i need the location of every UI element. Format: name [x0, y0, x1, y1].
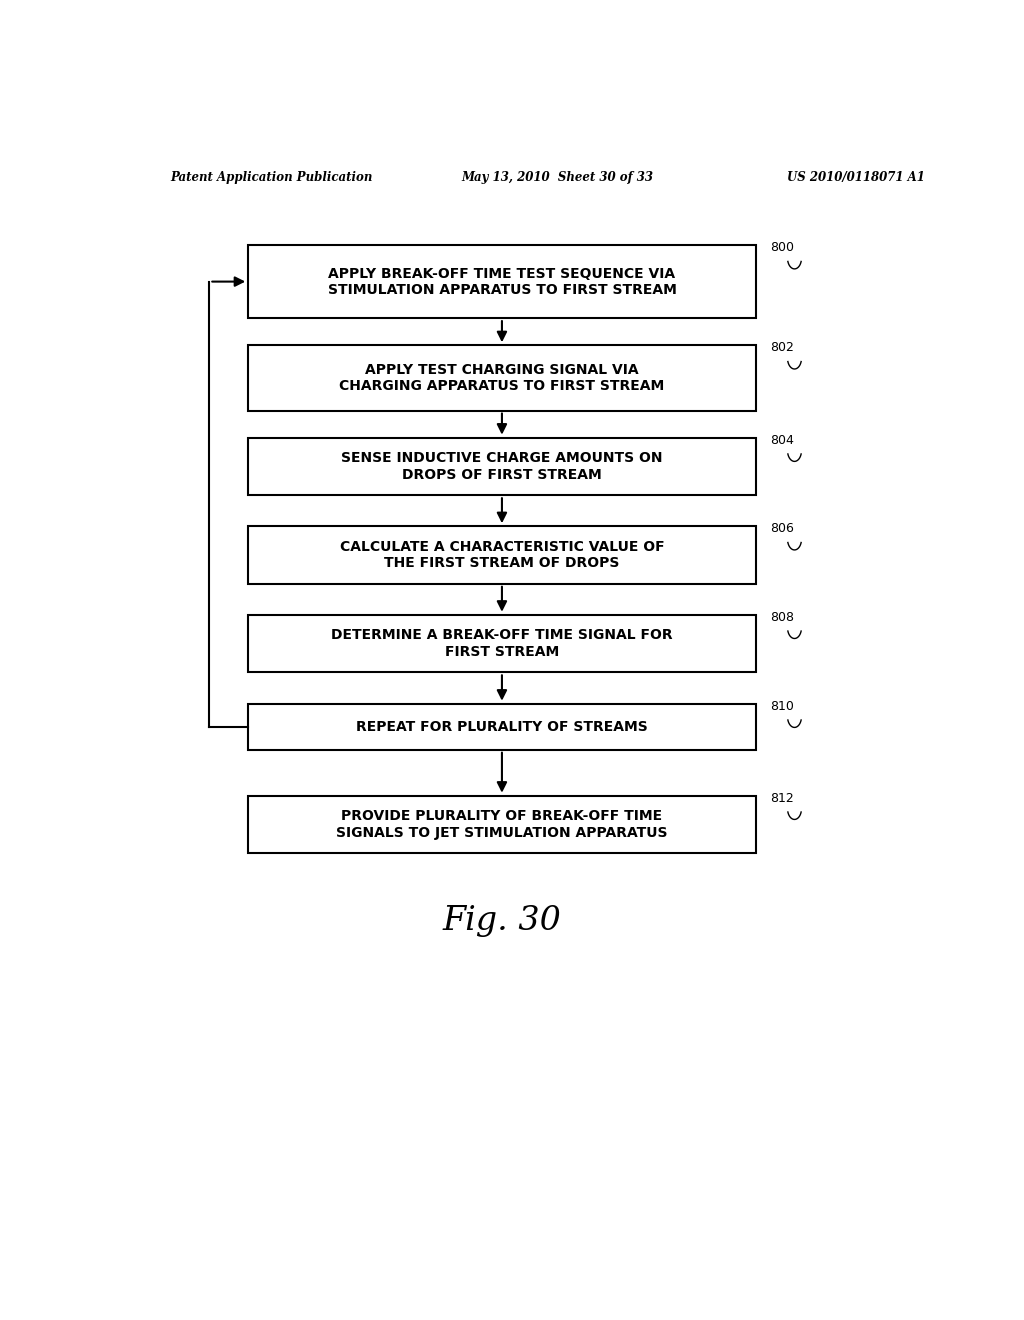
Text: 806: 806 [770, 523, 794, 535]
Text: 804: 804 [770, 434, 794, 446]
FancyBboxPatch shape [248, 246, 756, 318]
Text: DETERMINE A BREAK-OFF TIME SIGNAL FOR
FIRST STREAM: DETERMINE A BREAK-OFF TIME SIGNAL FOR FI… [331, 628, 673, 659]
Text: 812: 812 [770, 792, 794, 805]
FancyBboxPatch shape [248, 796, 756, 853]
Text: 808: 808 [770, 611, 794, 624]
Text: 800: 800 [770, 242, 794, 255]
Text: Fig. 30: Fig. 30 [442, 904, 561, 937]
Text: APPLY BREAK-OFF TIME TEST SEQUENCE VIA
STIMULATION APPARATUS TO FIRST STREAM: APPLY BREAK-OFF TIME TEST SEQUENCE VIA S… [328, 267, 677, 297]
Text: SENSE INDUCTIVE CHARGE AMOUNTS ON
DROPS OF FIRST STREAM: SENSE INDUCTIVE CHARGE AMOUNTS ON DROPS … [341, 451, 663, 482]
FancyBboxPatch shape [248, 615, 756, 672]
Text: May 13, 2010  Sheet 30 of 33: May 13, 2010 Sheet 30 of 33 [461, 172, 653, 185]
FancyBboxPatch shape [248, 345, 756, 411]
Text: APPLY TEST CHARGING SIGNAL VIA
CHARGING APPARATUS TO FIRST STREAM: APPLY TEST CHARGING SIGNAL VIA CHARGING … [339, 363, 665, 393]
Text: CALCULATE A CHARACTERISTIC VALUE OF
THE FIRST STREAM OF DROPS: CALCULATE A CHARACTERISTIC VALUE OF THE … [340, 540, 665, 570]
Text: Patent Application Publication: Patent Application Publication [171, 172, 373, 185]
Text: 810: 810 [770, 700, 794, 713]
Text: REPEAT FOR PLURALITY OF STREAMS: REPEAT FOR PLURALITY OF STREAMS [356, 719, 648, 734]
FancyBboxPatch shape [248, 527, 756, 583]
Text: US 2010/0118071 A1: US 2010/0118071 A1 [786, 172, 925, 185]
Text: PROVIDE PLURALITY OF BREAK-OFF TIME
SIGNALS TO JET STIMULATION APPARATUS: PROVIDE PLURALITY OF BREAK-OFF TIME SIGN… [336, 809, 668, 840]
Text: 802: 802 [770, 342, 794, 354]
FancyBboxPatch shape [248, 704, 756, 750]
FancyBboxPatch shape [248, 437, 756, 495]
